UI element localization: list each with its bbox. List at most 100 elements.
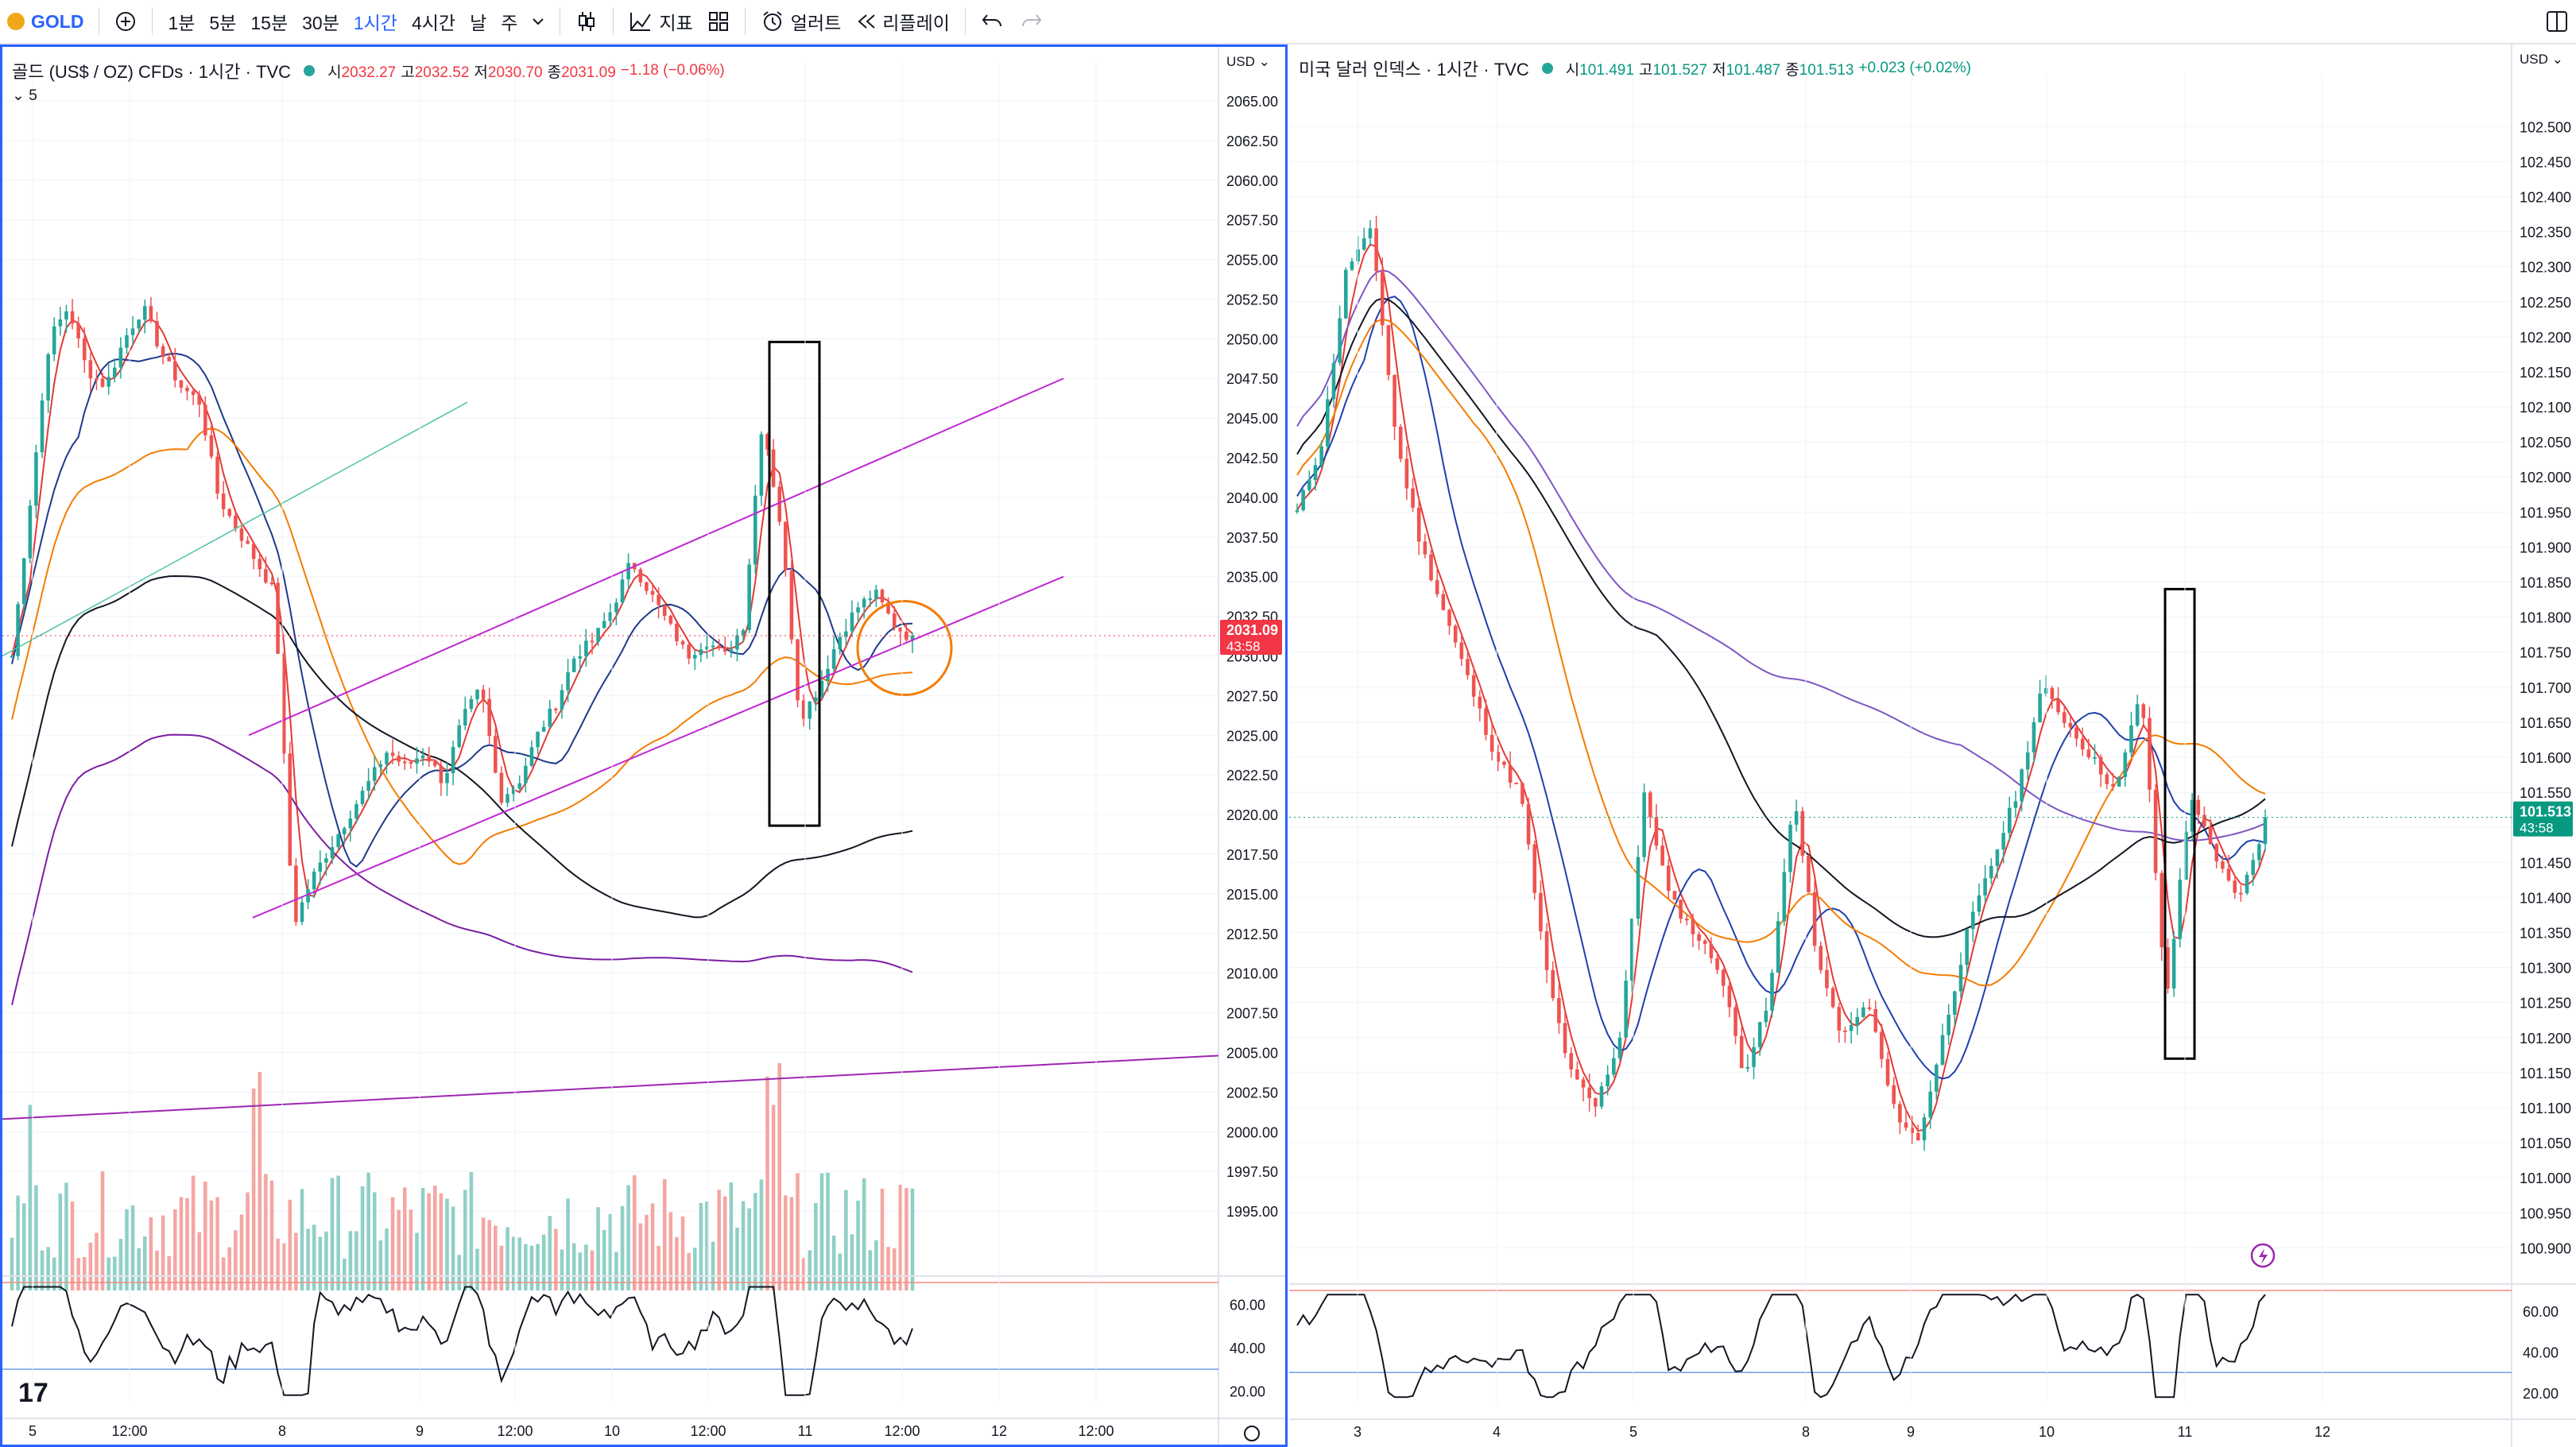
price-tick: 2002.50 [1226, 1085, 1278, 1101]
candle-body [1666, 865, 1671, 892]
interval-1[interactable]: 5분 [209, 13, 237, 33]
volume-bar [318, 1236, 323, 1290]
time-tick: 12 [2315, 1424, 2330, 1440]
candle-body [155, 321, 159, 346]
dxy-chart-panel[interactable]: 102.500 102.450 102.400 102.350 102.300 102.2… [1289, 44, 2576, 1447]
candle-body [76, 323, 80, 339]
price-tick: 101.200 [2520, 1031, 2571, 1047]
candle-body [246, 540, 250, 544]
divider [613, 8, 614, 35]
price-tick: 2045.00 [1226, 411, 1278, 427]
candle-body [1660, 845, 1664, 866]
candle-body [1471, 675, 1476, 697]
volume-bar [433, 1186, 437, 1290]
interval-0[interactable]: 1분 [168, 13, 196, 33]
price-tick: 101.000 [2520, 1170, 2571, 1186]
candle-body [1343, 269, 1348, 319]
candle-body [1532, 844, 1537, 893]
gold-chart-panel[interactable]: 2065.00 2062.50 2060.00 2057.50 2055.00 2052.… [0, 44, 1288, 1447]
candle-body [276, 582, 280, 654]
collapsed-indicators-toggle[interactable]: ⌄ 5 [12, 87, 37, 105]
candle-body [844, 631, 848, 637]
replay-button[interactable]: 리플레이 [848, 0, 957, 43]
volume-bar [21, 1203, 26, 1290]
price-tick: 2025.00 [1226, 728, 1278, 744]
symbol-search[interactable]: GOLD [0, 0, 91, 43]
candle-body [342, 828, 347, 834]
volume-bar [107, 1257, 110, 1290]
interval-6[interactable]: 날 [470, 13, 487, 33]
candle-body [112, 367, 117, 377]
interval-5[interactable]: 4시간 [411, 13, 456, 33]
candle-body [747, 564, 751, 630]
candle-body [1867, 1007, 1872, 1009]
volume-bar [517, 1237, 522, 1290]
candle-body [735, 635, 739, 650]
chart-type-button[interactable] [568, 0, 605, 43]
candle-body [905, 631, 908, 640]
candle-body [130, 328, 135, 335]
price-tick: 1997.50 [1226, 1164, 1278, 1180]
volume-bar [831, 1235, 836, 1290]
candle-body [1691, 919, 1695, 934]
candle-body [397, 756, 401, 762]
volume-bar [638, 1223, 643, 1290]
volume-bar [112, 1256, 117, 1290]
moving-average-line [11, 428, 913, 865]
layout-button[interactable] [700, 0, 737, 43]
candle-body [2074, 727, 2078, 739]
candle-body [2111, 783, 2115, 787]
candle-body [506, 794, 509, 803]
candle-body [433, 761, 437, 766]
candle-body [2086, 749, 2091, 758]
interval-dropdown[interactable] [525, 0, 552, 43]
time-tick: 9 [1907, 1424, 1915, 1440]
volume-bar [753, 1193, 757, 1290]
moving-average-line [11, 352, 913, 868]
volume-bar [657, 1245, 660, 1290]
volume-bar [34, 1185, 38, 1290]
candle-body [445, 772, 449, 783]
candle-body [125, 335, 129, 348]
volume-bar [342, 1258, 347, 1290]
candle-body [167, 357, 171, 362]
candle-body [536, 731, 540, 748]
compare-button[interactable] [107, 0, 144, 43]
ohlc-close: 종2031.09 [547, 64, 616, 81]
volume-bar [536, 1244, 540, 1290]
interval-4[interactable]: 1시간 [353, 13, 397, 33]
price-tick: 2060.00 [1226, 173, 1278, 189]
candle-body [1904, 1122, 1908, 1128]
dxy-chart-canvas[interactable]: 102.500 102.450 102.400 102.350 102.300 102.2… [1289, 44, 2576, 1447]
volume-bar [735, 1227, 739, 1290]
price-tick: 101.800 [2520, 610, 2571, 626]
candle-body [529, 747, 534, 766]
candle-body [1338, 318, 1342, 363]
undo-button[interactable] [974, 0, 1012, 43]
gold-chart-canvas[interactable]: 2065.00 2062.50 2060.00 2057.50 2055.00 2052.… [2, 47, 1285, 1445]
price-tick: 2015.00 [1226, 887, 1278, 903]
interval-3[interactable]: 30분 [302, 13, 339, 33]
interval-7[interactable]: 주 [501, 13, 518, 33]
candle-body [771, 449, 776, 487]
volume-bar [10, 1237, 14, 1290]
time-tick: 10 [2039, 1424, 2055, 1440]
redo-button[interactable] [1012, 0, 1050, 43]
moving-average-line [1296, 318, 2266, 987]
candle-body [1715, 958, 1719, 970]
interval-2[interactable]: 15분 [250, 13, 289, 33]
candle-body [1612, 1058, 1616, 1075]
volume-bar [197, 1232, 202, 1290]
volume-bar [705, 1201, 709, 1290]
fullscreen-button[interactable] [2538, 0, 2576, 43]
countdown-label: 43:58 [1226, 639, 1261, 654]
ohlc-low: 저101.487 [1712, 61, 1781, 79]
volume-bar [397, 1209, 401, 1290]
price-tick: 2047.50 [1226, 371, 1278, 387]
indicators-button[interactable]: 지표 [622, 0, 699, 43]
candle-body [850, 612, 854, 632]
candle-body [227, 509, 232, 517]
alert-button[interactable]: 얼러트 [753, 0, 848, 43]
candle-body [657, 594, 660, 605]
price-tick: 101.750 [2520, 645, 2571, 661]
